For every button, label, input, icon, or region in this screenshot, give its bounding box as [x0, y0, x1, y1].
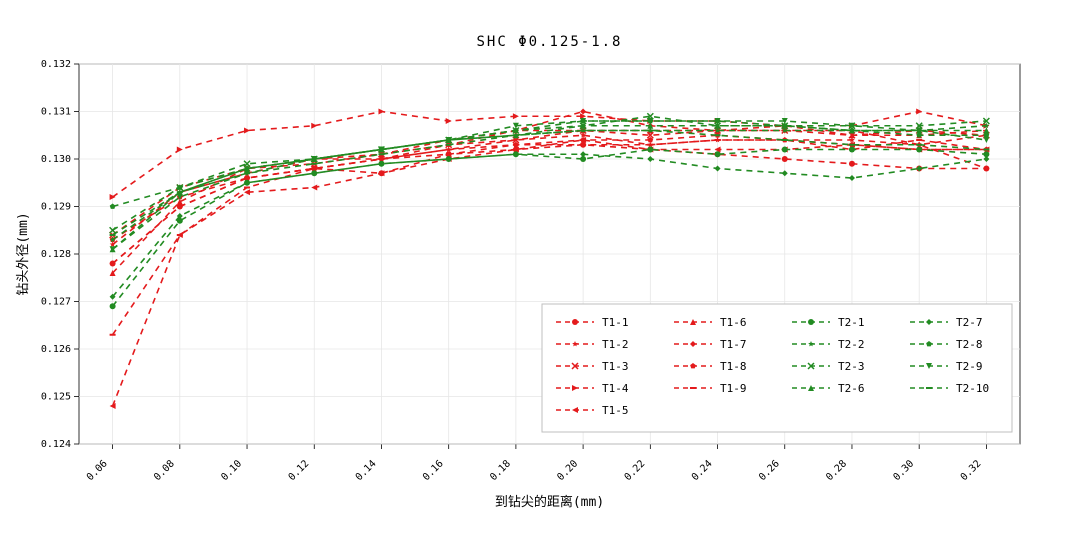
legend-label: T1-3 — [602, 360, 629, 373]
y-tick-label: 0.124 — [41, 439, 71, 450]
y-tick-label: 0.129 — [41, 202, 71, 213]
legend-label: T2-7 — [956, 316, 983, 329]
y-tick-label: 0.128 — [41, 249, 71, 260]
legend-label: T1-5 — [602, 404, 629, 417]
legend-label: T1-8 — [720, 360, 747, 373]
x-axis-label: 到钻尖的距离(mm) — [495, 494, 604, 510]
y-tick-label: 0.132 — [41, 59, 71, 70]
legend-label: T1-1 — [602, 316, 629, 329]
legend-label: T2-10 — [956, 382, 989, 395]
legend-label: T1-6 — [720, 316, 747, 329]
legend-label: T2-6 — [838, 382, 865, 395]
y-axis-label: 钻头外径(mm) — [16, 212, 31, 295]
legend-label: T2-2 — [838, 338, 865, 351]
legend-label: T2-9 — [956, 360, 983, 373]
legend-label: T1-4 — [602, 382, 629, 395]
line-chart: 0.060.080.100.120.140.160.180.200.220.24… — [0, 0, 1080, 542]
chart-title: SHC Φ0.125-1.8 — [476, 34, 622, 50]
legend-label: T2-3 — [838, 360, 865, 373]
legend-label: T2-1 — [838, 316, 865, 329]
y-tick-label: 0.126 — [41, 344, 71, 355]
legend-label: T1-9 — [720, 382, 747, 395]
y-tick-label: 0.127 — [41, 297, 71, 308]
y-tick-label: 0.130 — [41, 154, 71, 165]
legend-label: T2-8 — [956, 338, 983, 351]
legend-label: T1-2 — [602, 338, 629, 351]
y-tick-label: 0.131 — [41, 107, 71, 118]
y-tick-label: 0.125 — [41, 392, 71, 403]
legend-label: T1-7 — [720, 338, 747, 351]
